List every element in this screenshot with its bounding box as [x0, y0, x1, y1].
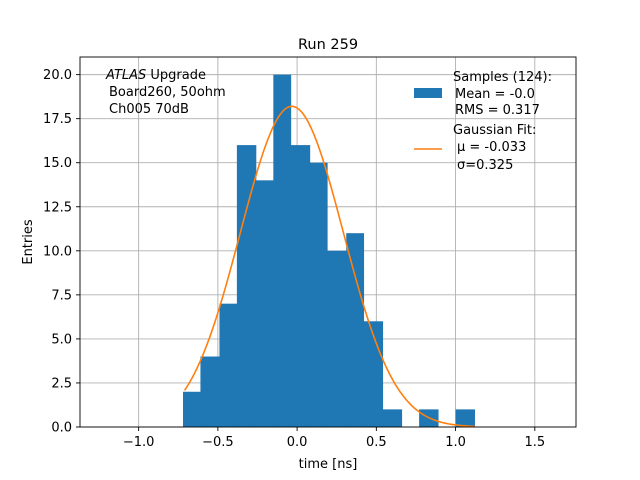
x-axis-ticks: −1.0 −0.5 0.0 0.5 1.0 1.5	[123, 427, 545, 450]
histogram-bar	[183, 391, 201, 427]
annotation-upgrade: Upgrade	[146, 68, 206, 83]
legend: Samples (124): Mean = -0.0 RMS = 0.317 G…	[414, 70, 552, 173]
y-tick-label: 15.0	[43, 156, 72, 171]
x-tick-label: 0.5	[366, 435, 387, 450]
y-tick-label: 17.5	[43, 112, 72, 127]
annotation-line-3: Ch005 70dB	[109, 102, 189, 117]
histogram-bar	[327, 250, 347, 427]
x-tick-label: 1.5	[524, 435, 545, 450]
histogram-bar	[382, 409, 403, 427]
y-tick-label: 10.0	[43, 244, 72, 259]
plot-frame	[79, 56, 577, 428]
y-tick-label: 2.5	[51, 376, 72, 391]
histogram-bar	[236, 145, 257, 427]
histogram-bar	[455, 409, 475, 427]
y-axis-ticks: 0.0 2.5 5.0 7.5 10.0 12.5 15.0 17.5 20.0	[43, 68, 80, 436]
legend-samples-rms: RMS = 0.317	[455, 103, 540, 118]
histogram-bar	[200, 356, 220, 427]
histogram-bars	[183, 74, 475, 427]
legend-fit-sigma: σ=0.325	[457, 158, 513, 173]
annotation-atlas: ATLAS	[105, 68, 146, 83]
legend-samples-patch	[414, 88, 442, 98]
annotation-line-1: ATLAS Upgrade	[105, 68, 206, 83]
legend-samples-mean: Mean = -0.0	[455, 87, 535, 102]
atlas-annotation: ATLAS Upgrade Board260, 50ohm Ch005 70dB	[105, 68, 226, 117]
annotation-line-2: Board260, 50ohm	[109, 85, 226, 100]
legend-samples-title: Samples (124):	[453, 70, 552, 85]
histogram-bar	[290, 145, 311, 427]
y-tick-label: 5.0	[51, 332, 72, 347]
histogram-bar	[346, 233, 365, 427]
legend-fit-mu: μ = -0.033	[457, 140, 526, 155]
gaussian-fit-curve	[183, 105, 475, 428]
y-tick-label: 20.0	[43, 68, 72, 83]
histogram-bar	[273, 74, 292, 427]
legend-fit-title: Gaussian Fit:	[453, 123, 536, 138]
y-axis-label: Entries	[21, 219, 36, 265]
y-tick-label: 7.5	[51, 288, 72, 303]
x-tick-label: 0.0	[287, 435, 308, 450]
histogram-bar	[219, 303, 238, 427]
x-axis-label: time [ns]	[299, 457, 358, 472]
histogram-bar	[309, 162, 328, 427]
x-tick-label: −1.0	[123, 435, 155, 450]
y-tick-label: 0.0	[51, 421, 72, 436]
grid-lines	[80, 57, 576, 428]
y-tick-label: 12.5	[43, 200, 72, 215]
histogram-bar	[255, 180, 274, 427]
x-tick-label: −0.5	[202, 435, 234, 450]
chart-title: Run 259	[298, 37, 358, 53]
x-tick-label: 1.0	[445, 435, 466, 450]
